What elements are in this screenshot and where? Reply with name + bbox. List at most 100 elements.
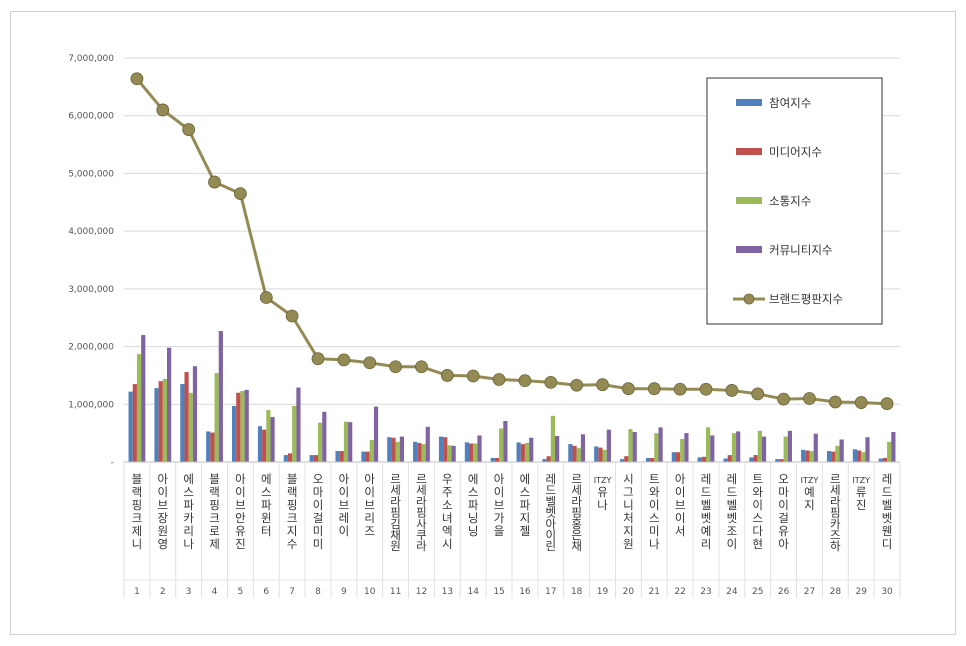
bar [645,457,651,462]
rank-label: 23 [700,587,711,597]
bar [555,436,560,462]
line-point [673,382,687,396]
category-label: ITZY 류 진 [852,476,870,512]
line-point [803,392,816,405]
bar [779,459,784,462]
y-tick-label: 2,000,000 [68,343,114,353]
line-point [492,373,506,386]
bar [158,381,163,462]
bar [490,457,495,462]
bar [887,441,892,462]
bar [801,449,806,462]
line-point [233,187,247,201]
bar [417,442,422,462]
bar [891,431,896,462]
bar [594,446,599,462]
legend-label: 커뮤니티지수 [769,243,832,257]
line-point [208,175,221,189]
rank-label: 18 [571,587,583,597]
bar [425,426,430,462]
bar [529,437,534,462]
bar [318,422,323,462]
bar [520,444,525,462]
bar [128,391,133,462]
bar [309,455,314,462]
rank-label: 12 [416,587,427,597]
line-point [854,396,868,409]
line-point [466,369,480,383]
bar [343,421,349,462]
legend-swatch [736,99,762,106]
line-series [130,72,894,411]
bar [628,429,633,462]
rank-label: 21 [649,587,660,597]
rank-label: 2 [160,587,166,597]
y-tick-label: 1,000,000 [68,400,114,410]
bar [809,451,814,462]
bar [443,437,448,462]
bar [494,457,500,462]
rank-label: 1 [134,587,140,597]
line-point [363,356,377,370]
category-label: ITZY 예 지 [801,476,819,512]
line-point [725,384,739,397]
bar [214,373,219,462]
legend-label: 브랜드평판지수 [769,292,843,306]
rank-label: 28 [830,587,842,597]
rank-label: 17 [545,587,556,597]
y-tick-label: 7,000,000 [68,54,114,64]
bar [757,430,762,462]
bar [624,456,629,462]
bar [210,432,215,462]
rank-label: 11 [390,587,401,597]
bar [826,451,832,462]
bar [236,392,241,462]
bar [192,366,198,462]
line-point [647,382,661,396]
line-point [259,291,273,304]
line-point [440,369,454,382]
bar [882,457,888,462]
line-point [285,309,299,323]
bar [572,445,577,462]
line-point [156,103,170,117]
bar [813,433,818,462]
bar [473,443,478,462]
bar [477,435,482,462]
bar [602,449,607,462]
bar [438,436,444,462]
bar [697,457,702,462]
bar [365,451,370,462]
rank-label: 4 [212,587,218,597]
bar [805,450,810,462]
rank-label: 20 [623,587,635,597]
bar [232,406,237,462]
bar [162,378,167,462]
bar [684,433,689,462]
line-point [337,353,351,367]
line-point [130,72,144,86]
bar [861,452,866,462]
line-point [699,382,713,396]
line-point [622,382,635,396]
category-label: ITZY 유 나 [594,476,612,512]
bar [620,459,625,462]
line-point [182,123,196,136]
bar [580,434,586,462]
bar [546,456,551,462]
line-point [777,392,790,406]
legend-label: 미디어지수 [769,145,822,159]
bar [240,391,245,462]
